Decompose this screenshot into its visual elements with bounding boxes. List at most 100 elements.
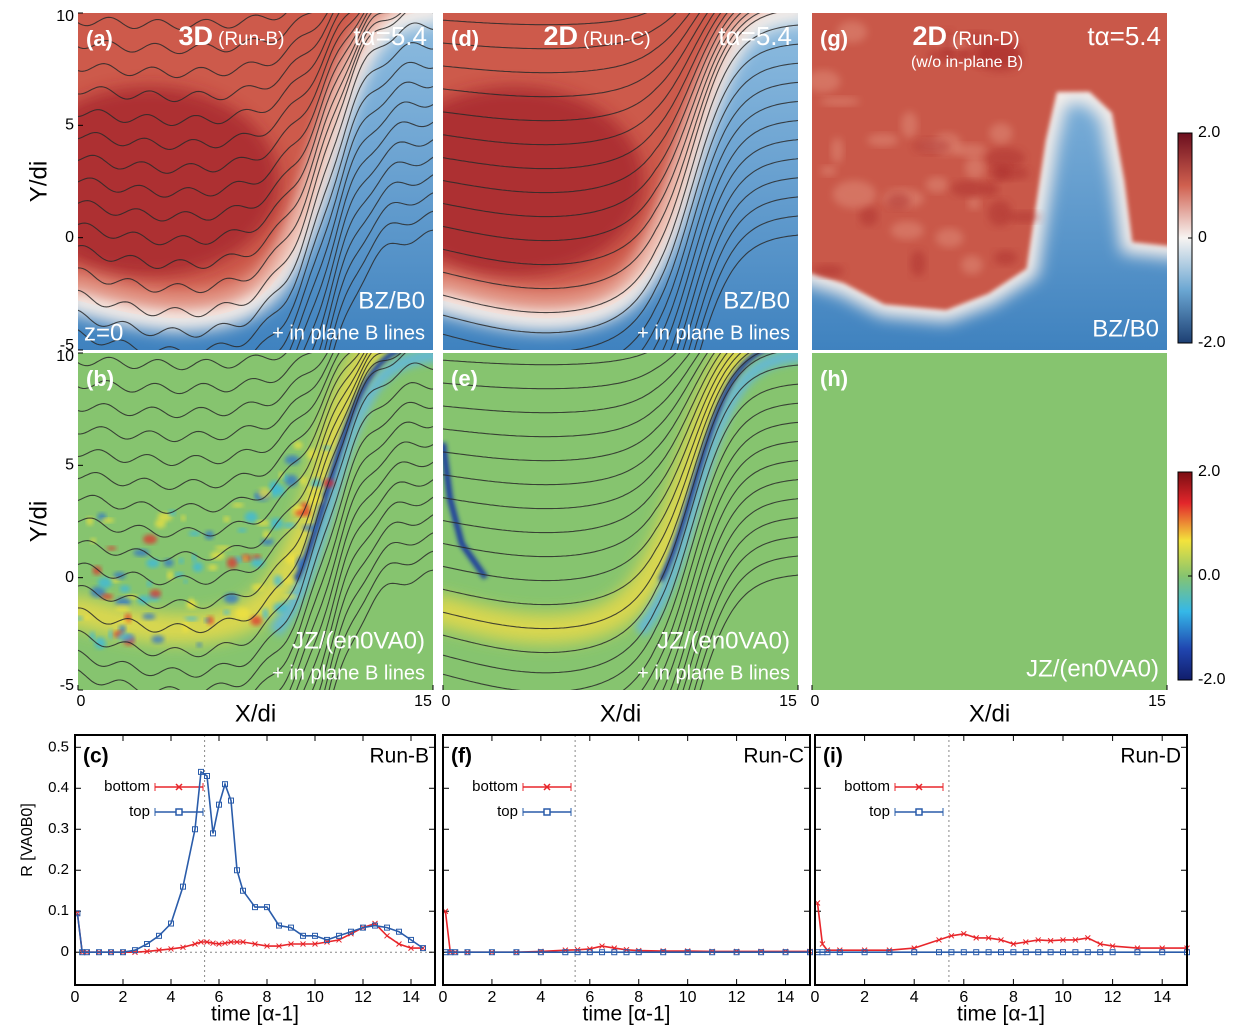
x-tick-label: 4 — [536, 989, 545, 1006]
series-marker — [156, 947, 162, 954]
series-marker — [228, 939, 234, 945]
field-line — [682, 517, 798, 690]
time-label: tα=5.4 — [1087, 21, 1161, 51]
series-marker — [234, 867, 240, 874]
current-band — [78, 353, 390, 644]
x-tick-label: 15 — [414, 693, 432, 710]
annotation: JZ/(en0VA0) — [657, 627, 790, 654]
time-label: tα=5.4 — [718, 21, 792, 51]
panel-subtitle: (Run-D) — [952, 29, 1020, 50]
series-marker — [210, 940, 216, 947]
mottle — [901, 111, 918, 139]
panel-label: (b) — [86, 366, 114, 391]
field-line — [78, 401, 433, 690]
field-line — [296, 461, 433, 690]
y-tick-label: 0 — [61, 943, 69, 960]
series-marker — [819, 941, 826, 947]
y-tick-label: -5 — [60, 337, 74, 354]
turbulence — [207, 615, 214, 625]
field-line — [78, 353, 351, 490]
y-tick-label: 10 — [56, 348, 74, 365]
series-marker — [222, 781, 228, 788]
mottle — [819, 97, 861, 106]
series-marker — [216, 801, 222, 808]
series-marker — [384, 924, 390, 931]
field-line — [78, 353, 365, 538]
field-line — [278, 421, 433, 690]
turbulence — [115, 597, 131, 607]
x-axis-label: X/di — [969, 700, 1010, 727]
field-line — [443, 24, 798, 334]
series-marker — [1035, 949, 1042, 956]
plot-frame — [442, 734, 811, 986]
turbulence — [106, 546, 117, 551]
field-line — [311, 496, 433, 690]
series-marker — [312, 941, 318, 947]
field-line — [443, 353, 777, 654]
turbulence — [184, 616, 199, 621]
colorbar-tick-label: 2.0 — [1198, 124, 1220, 141]
series-marker — [132, 947, 138, 954]
series-marker — [1022, 949, 1029, 956]
field-line — [78, 353, 433, 658]
field-line — [289, 101, 433, 350]
field-line — [303, 479, 433, 690]
mottle — [990, 164, 1010, 181]
series-marker — [360, 924, 366, 931]
field-line — [443, 353, 722, 510]
field-line — [652, 100, 798, 350]
y-tick-label: 0.2 — [48, 861, 69, 878]
field-core — [78, 86, 279, 277]
heatmap — [78, 353, 433, 690]
field-line — [693, 215, 798, 350]
field-line — [443, 13, 735, 218]
mottle — [981, 182, 999, 197]
field-line — [289, 441, 433, 690]
series-marker — [1109, 949, 1116, 956]
turbulence — [223, 516, 230, 523]
mottle — [935, 228, 964, 248]
field-line — [296, 121, 433, 350]
field-core — [443, 86, 644, 277]
mottle — [890, 221, 924, 240]
field-bg — [812, 353, 1167, 690]
mottle — [910, 250, 926, 277]
series-marker — [336, 932, 342, 939]
field-line — [443, 353, 735, 558]
field-line — [670, 479, 798, 690]
series-marker — [252, 904, 258, 911]
y-tick-label: 5 — [65, 457, 74, 474]
x-axis-label: X/di — [600, 700, 641, 727]
series-marker — [1060, 949, 1066, 956]
field-line — [78, 13, 334, 103]
series-marker — [1060, 937, 1066, 943]
field-line — [278, 81, 433, 350]
field-edge — [78, 13, 389, 306]
turbulence — [183, 579, 188, 584]
field-line — [443, 13, 701, 98]
series-marker — [985, 949, 992, 956]
y-tick-label: 0 — [65, 229, 74, 246]
x-tick-label: 12 — [354, 989, 372, 1006]
field-line — [319, 514, 433, 690]
field-line — [78, 13, 372, 246]
legend-label: top — [497, 803, 518, 820]
series-marker — [324, 936, 330, 943]
current-sheet — [658, 353, 764, 582]
x-tick-label: 15 — [779, 693, 797, 710]
field-line — [693, 555, 798, 690]
series-marker — [623, 949, 630, 956]
series-marker — [574, 949, 581, 956]
turbulence — [119, 585, 131, 593]
series-marker — [861, 949, 868, 956]
x-tick-label: 6 — [585, 989, 594, 1006]
field-line — [443, 353, 728, 534]
x-tick-label: 12 — [728, 989, 746, 1006]
turbulence — [97, 577, 113, 589]
panel-subtitle: (Run-C) — [583, 29, 651, 50]
field-line — [431, 0, 810, 1]
legend-label: bottom — [472, 778, 518, 795]
field-line — [688, 196, 798, 350]
y-axis-label: R [VA0B0] — [19, 803, 36, 877]
panel-label: (h) — [820, 366, 848, 391]
